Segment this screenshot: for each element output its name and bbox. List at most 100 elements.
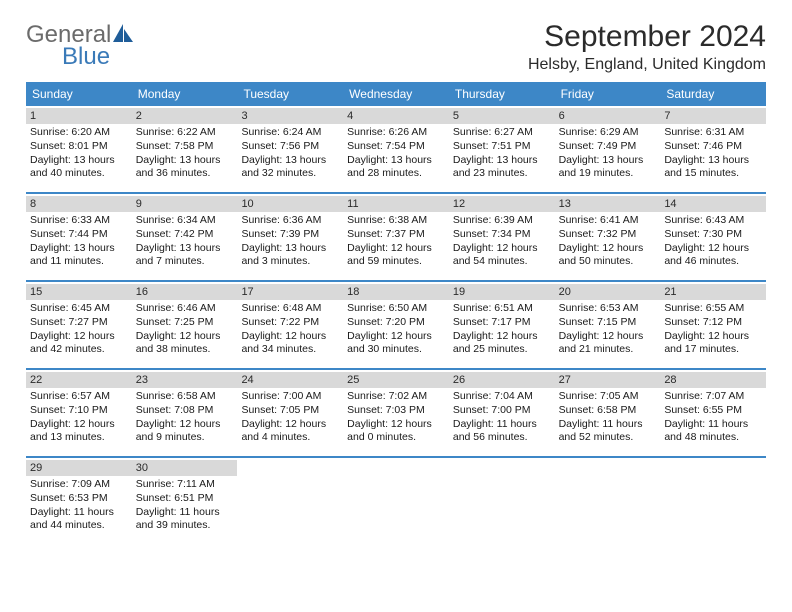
sunrise-text: Sunrise: 7:02 AM: [347, 390, 445, 404]
title-block: September 2024 Helsby, England, United K…: [528, 20, 766, 74]
calendar-cell: 16Sunrise: 6:46 AMSunset: 7:25 PMDayligh…: [132, 282, 238, 368]
sunrise-text: Sunrise: 6:41 AM: [559, 214, 657, 228]
location-subtitle: Helsby, England, United Kingdom: [528, 56, 766, 74]
calendar-cell: 10Sunrise: 6:36 AMSunset: 7:39 PMDayligh…: [237, 194, 343, 280]
sunset-text: Sunset: 7:15 PM: [559, 316, 657, 330]
sunset-text: Sunset: 7:00 PM: [453, 404, 551, 418]
sunset-text: Sunset: 7:27 PM: [30, 316, 128, 330]
weeks-container: 1Sunrise: 6:20 AMSunset: 8:01 PMDaylight…: [26, 106, 766, 544]
calendar-cell: 14Sunrise: 6:43 AMSunset: 7:30 PMDayligh…: [660, 194, 766, 280]
sunrise-text: Sunrise: 6:43 AM: [664, 214, 762, 228]
daylight-text: Daylight: 13 hours and 36 minutes.: [136, 154, 234, 181]
daylight-text: Daylight: 11 hours and 44 minutes.: [30, 506, 128, 533]
sunrise-text: Sunrise: 6:51 AM: [453, 302, 551, 316]
calendar-cell: 6Sunrise: 6:29 AMSunset: 7:49 PMDaylight…: [555, 106, 661, 192]
calendar-cell: 13Sunrise: 6:41 AMSunset: 7:32 PMDayligh…: [555, 194, 661, 280]
sunset-text: Sunset: 7:51 PM: [453, 140, 551, 154]
day-number: 26: [449, 372, 555, 388]
calendar-week: 8Sunrise: 6:33 AMSunset: 7:44 PMDaylight…: [26, 194, 766, 282]
daylight-text: Daylight: 12 hours and 59 minutes.: [347, 242, 445, 269]
sunrise-text: Sunrise: 6:38 AM: [347, 214, 445, 228]
sunrise-text: Sunrise: 6:24 AM: [241, 126, 339, 140]
calendar-cell: 23Sunrise: 6:58 AMSunset: 7:08 PMDayligh…: [132, 370, 238, 456]
daylight-text: Daylight: 12 hours and 4 minutes.: [241, 418, 339, 445]
sunrise-text: Sunrise: 7:07 AM: [664, 390, 762, 404]
sunset-text: Sunset: 7:10 PM: [30, 404, 128, 418]
daylight-text: Daylight: 13 hours and 3 minutes.: [241, 242, 339, 269]
sunset-text: Sunset: 7:39 PM: [241, 228, 339, 242]
sunrise-text: Sunrise: 6:34 AM: [136, 214, 234, 228]
day-number: 3: [237, 108, 343, 124]
daylight-text: Daylight: 12 hours and 34 minutes.: [241, 330, 339, 357]
sunset-text: Sunset: 7:12 PM: [664, 316, 762, 330]
day-number: 7: [660, 108, 766, 124]
day-number: 19: [449, 284, 555, 300]
sunrise-text: Sunrise: 6:55 AM: [664, 302, 762, 316]
daylight-text: Daylight: 12 hours and 9 minutes.: [136, 418, 234, 445]
sunset-text: Sunset: 7:34 PM: [453, 228, 551, 242]
calendar-cell: 27Sunrise: 7:05 AMSunset: 6:58 PMDayligh…: [555, 370, 661, 456]
brand-logo: General Blue: [26, 20, 135, 67]
day-number: 13: [555, 196, 661, 212]
day-header: Friday: [555, 82, 661, 106]
day-number: 29: [26, 460, 132, 476]
sunset-text: Sunset: 7:03 PM: [347, 404, 445, 418]
calendar-week: 29Sunrise: 7:09 AMSunset: 6:53 PMDayligh…: [26, 458, 766, 544]
day-number: 17: [237, 284, 343, 300]
daylight-text: Daylight: 12 hours and 42 minutes.: [30, 330, 128, 357]
sunset-text: Sunset: 7:54 PM: [347, 140, 445, 154]
calendar-cell: 3Sunrise: 6:24 AMSunset: 7:56 PMDaylight…: [237, 106, 343, 192]
day-number: 22: [26, 372, 132, 388]
sunset-text: Sunset: 7:17 PM: [453, 316, 551, 330]
calendar-cell-empty: [237, 458, 343, 544]
day-number: 24: [237, 372, 343, 388]
day-header: Wednesday: [343, 82, 449, 106]
sunset-text: Sunset: 7:05 PM: [241, 404, 339, 418]
calendar-cell: 19 Sunrise: 6:51 AMSunset: 7:17 PMDayligh…: [449, 282, 555, 368]
daylight-text: Daylight: 13 hours and 28 minutes.: [347, 154, 445, 181]
sunset-text: Sunset: 8:01 PM: [30, 140, 128, 154]
daylight-text: Daylight: 12 hours and 25 minutes.: [453, 330, 551, 357]
sunset-text: Sunset: 6:51 PM: [136, 492, 234, 506]
sunrise-text: Sunrise: 6:58 AM: [136, 390, 234, 404]
daylight-text: Daylight: 12 hours and 13 minutes.: [30, 418, 128, 445]
daylight-text: Daylight: 13 hours and 7 minutes.: [136, 242, 234, 269]
sunset-text: Sunset: 6:58 PM: [559, 404, 657, 418]
sunrise-text: Sunrise: 6:53 AM: [559, 302, 657, 316]
sunrise-text: Sunrise: 6:36 AM: [241, 214, 339, 228]
sunrise-text: Sunrise: 7:11 AM: [136, 478, 234, 492]
day-number: 1: [26, 108, 132, 124]
day-header: Thursday: [449, 82, 555, 106]
day-header: Saturday: [660, 82, 766, 106]
daylight-text: Daylight: 13 hours and 19 minutes.: [559, 154, 657, 181]
sunset-text: Sunset: 7:49 PM: [559, 140, 657, 154]
daylight-text: Daylight: 12 hours and 0 minutes.: [347, 418, 445, 445]
sunrise-text: Sunrise: 6:46 AM: [136, 302, 234, 316]
daylight-text: Daylight: 12 hours and 38 minutes.: [136, 330, 234, 357]
calendar-cell-empty: [449, 458, 555, 544]
sunset-text: Sunset: 7:56 PM: [241, 140, 339, 154]
sunset-text: Sunset: 6:55 PM: [664, 404, 762, 418]
day-header: Sunday: [26, 82, 132, 106]
brand-word2: Blue: [26, 46, 135, 68]
daylight-text: Daylight: 12 hours and 46 minutes.: [664, 242, 762, 269]
daylight-text: Daylight: 12 hours and 21 minutes.: [559, 330, 657, 357]
sunrise-text: Sunrise: 6:57 AM: [30, 390, 128, 404]
sunset-text: Sunset: 7:42 PM: [136, 228, 234, 242]
daylight-text: Daylight: 13 hours and 23 minutes.: [453, 154, 551, 181]
day-number: 11: [343, 196, 449, 212]
calendar-week: 22Sunrise: 6:57 AMSunset: 7:10 PMDayligh…: [26, 370, 766, 458]
calendar-cell: 29Sunrise: 7:09 AMSunset: 6:53 PMDayligh…: [26, 458, 132, 544]
day-number: 30: [132, 460, 238, 476]
sunrise-text: Sunrise: 6:26 AM: [347, 126, 445, 140]
sunrise-text: Sunrise: 6:31 AM: [664, 126, 762, 140]
daylight-text: Daylight: 13 hours and 11 minutes.: [30, 242, 128, 269]
calendar-page: General Blue September 2024 Helsby, Engl…: [0, 0, 792, 564]
daylight-text: Daylight: 13 hours and 15 minutes.: [664, 154, 762, 181]
day-number: 20: [555, 284, 661, 300]
sunrise-text: Sunrise: 7:05 AM: [559, 390, 657, 404]
sunset-text: Sunset: 7:22 PM: [241, 316, 339, 330]
day-number: 6: [555, 108, 661, 124]
calendar-cell: 30Sunrise: 7:11 AMSunset: 6:51 PMDayligh…: [132, 458, 238, 544]
month-title: September 2024: [528, 20, 766, 54]
